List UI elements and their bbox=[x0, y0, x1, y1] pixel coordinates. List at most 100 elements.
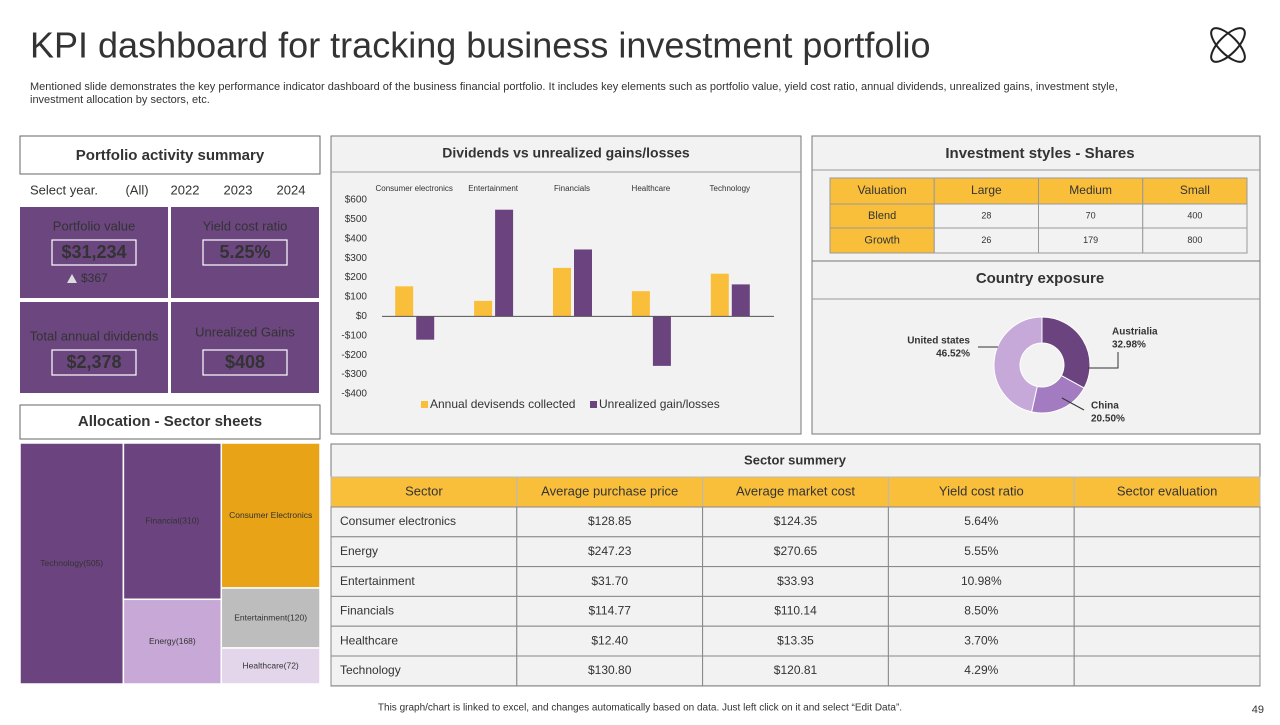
panel-header bbox=[19, 404, 321, 440]
table-cell bbox=[330, 536, 518, 568]
table-header: Large bbox=[971, 183, 1002, 197]
table-cell-text: $124.35 bbox=[774, 514, 818, 528]
table-title: Sector summery bbox=[744, 452, 847, 467]
panel-title: Portfolio activity summary bbox=[76, 147, 265, 164]
table-cell bbox=[887, 655, 1075, 687]
table-cell-text: Consumer electronics bbox=[340, 514, 456, 528]
pie-value-label: 20.50% bbox=[1091, 414, 1125, 425]
table-cell-text: Technology bbox=[340, 663, 401, 677]
pie-label: United states bbox=[907, 336, 970, 347]
table-cell bbox=[516, 536, 704, 568]
bar bbox=[416, 316, 435, 340]
table-cell-text: $130.80 bbox=[588, 663, 632, 677]
bar bbox=[574, 249, 592, 317]
legend-swatch bbox=[421, 401, 428, 408]
table-cell bbox=[516, 595, 704, 627]
kpi-label: Yield cost ratio bbox=[203, 218, 288, 233]
kpi-value-box bbox=[202, 239, 288, 266]
up-triangle bbox=[67, 274, 77, 283]
kpi-label: Unrealized Gains bbox=[195, 324, 295, 339]
table-cell-text: $31.70 bbox=[591, 574, 628, 588]
table-cell-text: $120.81 bbox=[774, 663, 818, 677]
table-cell-text: 400 bbox=[1187, 210, 1202, 220]
y-tick-label: -$200 bbox=[341, 350, 367, 361]
leader-line bbox=[1088, 352, 1119, 369]
treemap-cell bbox=[220, 587, 321, 649]
kpi-value: $408 bbox=[225, 352, 265, 372]
subtitle: Mentioned slide demonstrates the key per… bbox=[30, 81, 1118, 93]
table-cell-text: 8.50% bbox=[964, 604, 998, 618]
filter-label: Select year. bbox=[30, 182, 98, 197]
legend-label: Unrealized gain/losses bbox=[599, 397, 720, 411]
table-cell bbox=[330, 655, 518, 687]
kpi-tile bbox=[171, 207, 319, 298]
panel-title: Country exposure bbox=[976, 270, 1104, 287]
treemap-label: Financial(310) bbox=[145, 515, 199, 525]
treemap-label: Technology(505) bbox=[40, 558, 103, 568]
panel-title: Allocation - Sector sheets bbox=[78, 413, 262, 430]
table-cell-text: 5.55% bbox=[964, 544, 998, 558]
kpi-value-box bbox=[202, 349, 288, 376]
y-tick-label: $0 bbox=[356, 311, 368, 322]
table-cell bbox=[330, 625, 518, 657]
table-cell-text: $270.65 bbox=[774, 544, 818, 558]
treemap-label: Energy(168) bbox=[149, 636, 196, 646]
treemap-cell bbox=[220, 647, 321, 685]
kpi-value: 5.25% bbox=[219, 242, 270, 262]
table-cell bbox=[887, 625, 1075, 657]
table-cell-text: $247.23 bbox=[588, 544, 632, 558]
table-cell-text: 3.70% bbox=[964, 633, 998, 647]
treemap-label: Entertainment(120) bbox=[234, 612, 307, 622]
filter-option[interactable]: 2024 bbox=[277, 182, 306, 197]
filter-option[interactable]: 2023 bbox=[224, 182, 253, 197]
y-tick-label: -$100 bbox=[341, 330, 367, 341]
table-cell-text: Financials bbox=[340, 604, 394, 618]
table-cell bbox=[702, 625, 889, 657]
table-cell bbox=[516, 566, 704, 597]
table-cell bbox=[702, 655, 889, 687]
table-cell-text: Blend bbox=[868, 210, 896, 222]
table-cell-text: 4.29% bbox=[964, 663, 998, 677]
table-header-cell bbox=[933, 177, 1039, 205]
kpi-label: Total annual dividends bbox=[30, 328, 159, 343]
table-header: Valuation bbox=[858, 183, 907, 197]
table-header-cell bbox=[702, 476, 889, 508]
x-tick-label: Technology bbox=[710, 184, 750, 193]
leader-line bbox=[1061, 397, 1085, 411]
y-tick-label: $200 bbox=[345, 272, 368, 283]
table-cell-text: 179 bbox=[1083, 235, 1098, 245]
y-tick-label: $300 bbox=[345, 253, 368, 264]
filter-option[interactable]: (All) bbox=[125, 182, 148, 197]
footer-note: This graph/chart is linked to excel, and… bbox=[378, 703, 902, 714]
bar bbox=[474, 300, 493, 317]
table-header: Average market cost bbox=[736, 483, 855, 498]
filter-option[interactable]: 2022 bbox=[171, 182, 200, 197]
x-tick-label: Entertainment bbox=[468, 184, 519, 193]
legend-swatch bbox=[590, 401, 597, 408]
table-cell-text: $13.35 bbox=[777, 633, 814, 647]
kpi-label: Portfolio value bbox=[53, 218, 135, 233]
kpi-tile bbox=[171, 302, 319, 393]
table-cell bbox=[829, 203, 935, 229]
table-cell-text: 70 bbox=[1086, 210, 1096, 220]
table-cell-text: 5.64% bbox=[964, 514, 998, 528]
pie-value-label: 32.98% bbox=[1112, 340, 1146, 351]
table-header-cell bbox=[1142, 177, 1248, 205]
table-cell-text: 800 bbox=[1187, 235, 1202, 245]
title: KPI dashboard for tracking business inve… bbox=[30, 25, 930, 66]
table-cell-text: $128.85 bbox=[588, 514, 632, 528]
table-cell bbox=[1038, 227, 1144, 254]
kpi-value: $31,234 bbox=[61, 242, 126, 262]
treemap-label: Healthcare(72) bbox=[243, 660, 299, 670]
table-header: Sector evaluation bbox=[1117, 483, 1217, 498]
table-cell bbox=[330, 595, 518, 627]
treemap-label: Consumer Electronics bbox=[229, 510, 312, 520]
treemap-cell bbox=[220, 442, 321, 589]
table-cell bbox=[1073, 595, 1261, 627]
legend-label: Annual devisends collected bbox=[430, 397, 575, 411]
table-cell bbox=[933, 227, 1039, 254]
table-cell bbox=[1073, 655, 1261, 687]
table-header: Medium bbox=[1069, 183, 1112, 197]
table-cell-text: Energy bbox=[340, 544, 378, 558]
kpi-change: $367 bbox=[81, 271, 108, 285]
